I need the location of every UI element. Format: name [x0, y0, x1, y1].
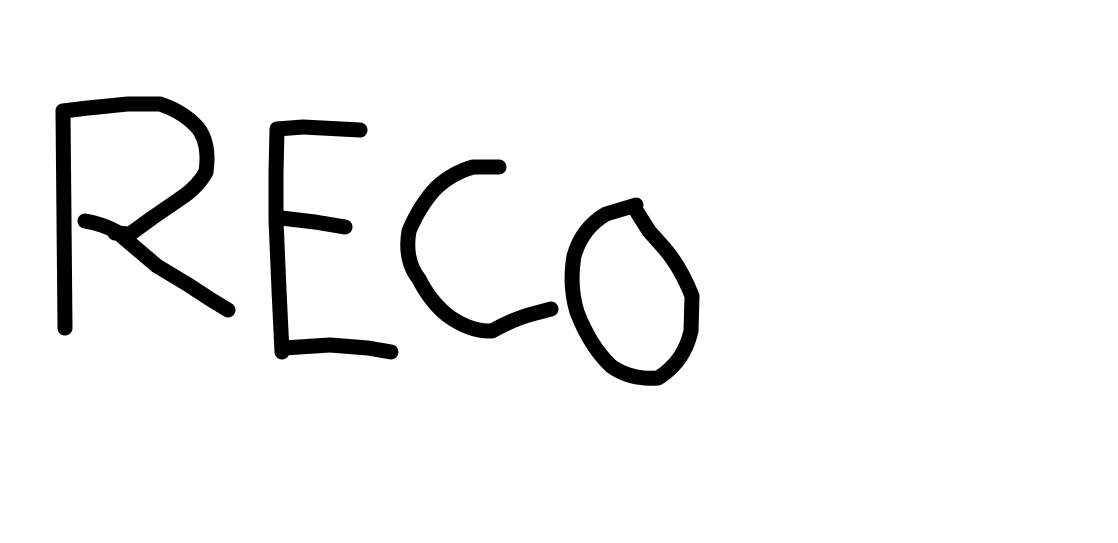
letter-e — [268, 119, 399, 360]
letter-o-loop — [564, 197, 700, 386]
letter-r — [55, 96, 236, 336]
letter-e-middle-bar — [273, 210, 353, 235]
letter-r-stem — [55, 103, 73, 336]
letter-c-curve — [400, 159, 559, 339]
letter-e-top-bar — [269, 119, 368, 138]
letter-e-stem — [268, 122, 290, 360]
letter-e-bottom-bar — [276, 337, 399, 360]
letter-r-bowl — [55, 96, 215, 242]
letter-c — [400, 159, 559, 339]
letter-o — [564, 197, 700, 386]
letter-r-leg — [77, 213, 236, 318]
